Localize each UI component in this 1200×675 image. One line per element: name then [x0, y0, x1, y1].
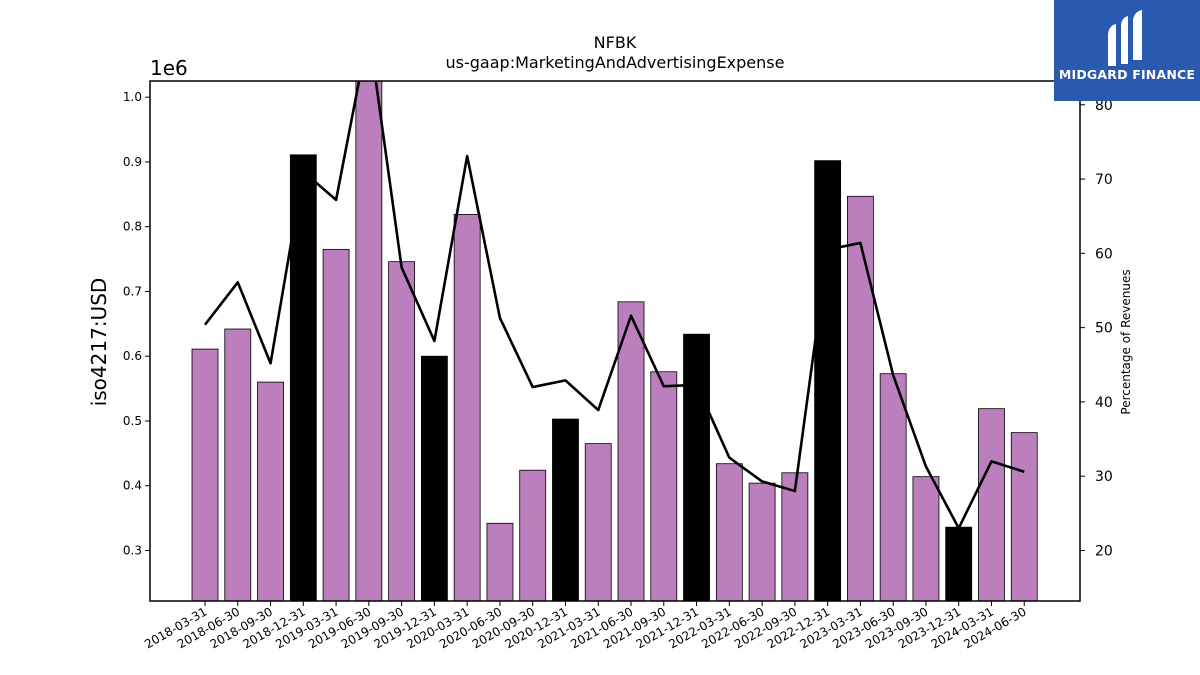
bar-2022-09-30	[781, 472, 809, 602]
bar-2018-03-31	[191, 348, 219, 602]
y-offset-label: 1e6	[150, 56, 188, 80]
y2-tick-label: 50	[1095, 321, 1113, 337]
y-tick-label: 0.6	[123, 349, 142, 363]
bar-2021-03-31	[584, 443, 612, 602]
bar-2023-06-30	[879, 373, 907, 602]
y-tick-label: 0.9	[123, 155, 142, 169]
y2-tick-label: 70	[1095, 172, 1113, 188]
y-tick-label: 0.3	[123, 543, 142, 557]
bar-2023-12-31	[945, 526, 973, 602]
plot-frame	[149, 80, 1081, 602]
bar-2021-06-30	[617, 301, 645, 602]
bar-2020-03-31	[453, 213, 481, 602]
bar-2019-06-30	[355, 80, 383, 602]
y2-tick-label: 20	[1095, 543, 1113, 559]
y2-tick-label: 60	[1095, 246, 1113, 262]
chart-subtitle: us-gaap:MarketingAndAdvertisingExpense	[446, 53, 785, 72]
y-axis-label: iso4217:USD	[87, 278, 111, 407]
midgard-logo-icon	[1108, 10, 1142, 66]
bar-2019-03-31	[322, 248, 350, 602]
bar-2023-09-30	[912, 476, 940, 602]
y-tick-label: 0.7	[123, 284, 142, 298]
y2-tick-label: 40	[1095, 395, 1113, 411]
y-tick-label: 0.4	[123, 479, 142, 493]
bar-2019-12-31	[420, 355, 448, 602]
percentage-line	[203, 81, 1025, 530]
y-tick-label: 0.8	[123, 220, 142, 234]
bar-2018-06-30	[224, 328, 252, 602]
bar-2018-09-30	[257, 381, 284, 602]
plot-area: 0.30.40.50.60.70.80.91.02030405060708020…	[123, 80, 1113, 651]
bar-2022-12-31	[814, 160, 842, 602]
bar-2019-09-30	[388, 261, 416, 602]
bar-2020-12-31	[552, 418, 579, 602]
midgard-finance-logo: MIDGARD FINANCE	[1054, 0, 1200, 101]
bar-2021-09-30	[650, 371, 678, 602]
bar-2023-03-31	[847, 195, 874, 602]
y2-tick-label: 80	[1095, 98, 1113, 114]
y2-tick-label: 30	[1095, 469, 1113, 485]
bar-2020-06-30	[486, 522, 514, 602]
bar-2022-06-30	[748, 482, 776, 602]
y-tick-label: 0.5	[123, 414, 142, 428]
bar-2024-06-30	[1010, 432, 1038, 602]
logo-text: MIDGARD FINANCE	[1058, 67, 1196, 82]
y-tick-label: 1.0	[123, 90, 142, 104]
bar-2021-12-31	[683, 333, 710, 602]
bar-2020-09-30	[519, 469, 547, 602]
chart-title: NFBK	[594, 33, 637, 52]
bar-2024-03-31	[978, 408, 1005, 602]
y2-axis-label: Percentage of Revenues	[1119, 269, 1133, 414]
bar-2022-03-31	[715, 463, 743, 602]
